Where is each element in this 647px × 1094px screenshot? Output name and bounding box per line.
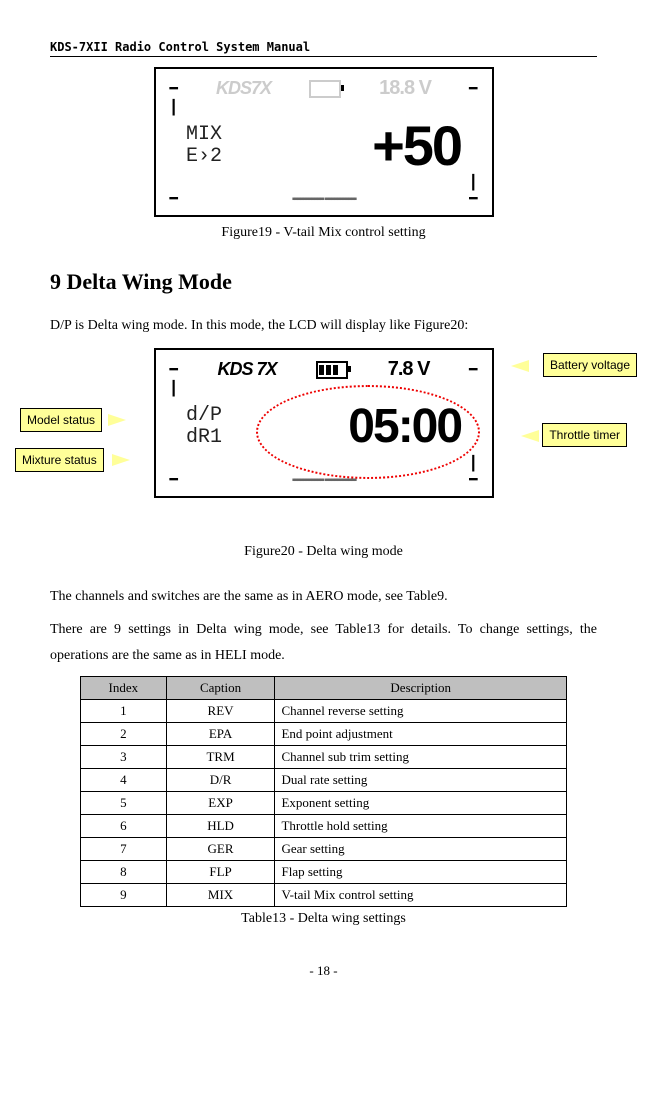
table-cell: Dual rate setting [275, 768, 567, 791]
table-row: 8FLPFlap setting [81, 860, 567, 883]
fig20-value: 05:00 [264, 403, 461, 451]
table-cell: REV [166, 699, 275, 722]
settings-paragraph: There are 9 settings in Delta wing mode,… [50, 617, 597, 667]
table-cell: TRM [166, 745, 275, 768]
table-row: 6HLDThrottle hold setting [81, 814, 567, 837]
fig19-line1: MIX [186, 124, 256, 146]
table-cell: Throttle hold setting [275, 814, 567, 837]
channels-paragraph: The channels and switches are the same a… [50, 584, 597, 609]
table-caption: Table13 - Delta wing settings [50, 911, 597, 927]
pointer-icon [511, 360, 529, 372]
table-header: Caption [166, 676, 275, 699]
callout-model-status: Model status [20, 408, 102, 432]
table-cell: Channel reverse setting [275, 699, 567, 722]
table-cell: 3 [81, 745, 167, 768]
table-cell: D/R [166, 768, 275, 791]
table-cell: Exponent setting [275, 791, 567, 814]
table-header: Index [81, 676, 167, 699]
callout-mixture-status: Mixture status [15, 448, 104, 472]
fig19-lcd: ━ KDS7X 18.8 V ━ ┃ MIX E›2 +50 ┃ ━ ▪▪▪▪▪… [154, 67, 494, 217]
table-row: 7GERGear setting [81, 837, 567, 860]
fig20-caption: Figure20 - Delta wing mode [50, 544, 597, 560]
table-cell: 7 [81, 837, 167, 860]
table-cell: 1 [81, 699, 167, 722]
table-cell: Gear setting [275, 837, 567, 860]
table-cell: FLP [166, 860, 275, 883]
table-cell: EXP [166, 791, 275, 814]
fig20-lcd: ━ KDS 7X 7.8 V ━ ┃ d/P dR1 05:00 ┃ ━ ▪▪▪… [154, 348, 494, 498]
fig20-brand: KDS 7X [218, 359, 277, 380]
pointer-icon [521, 430, 539, 442]
table-row: 3TRMChannel sub trim setting [81, 745, 567, 768]
table-row: 2EPAEnd point adjustment [81, 722, 567, 745]
fig19-line2: E›2 [186, 146, 256, 168]
table-row: 1REVChannel reverse setting [81, 699, 567, 722]
table-cell: Flap setting [275, 860, 567, 883]
table-cell: GER [166, 837, 275, 860]
table-cell: 5 [81, 791, 167, 814]
table-row: 5EXPExponent setting [81, 791, 567, 814]
table-cell: EPA [166, 722, 275, 745]
table-cell: 6 [81, 814, 167, 837]
fig19-caption: Figure19 - V-tail Mix control setting [50, 225, 597, 241]
table-row: 9MIXV-tail Mix control setting [81, 883, 567, 906]
table-cell: MIX [166, 883, 275, 906]
table-header: Description [275, 676, 567, 699]
fig20-line1: d/P [186, 405, 256, 427]
section-heading: 9 Delta Wing Mode [50, 269, 597, 295]
table-cell: 4 [81, 768, 167, 791]
page-number: - 18 - [50, 963, 597, 979]
table-row: 4D/RDual rate setting [81, 768, 567, 791]
table-cell: Channel sub trim setting [275, 745, 567, 768]
battery-icon [316, 361, 348, 379]
callout-throttle-timer: Throttle timer [542, 423, 627, 447]
pointer-icon [108, 414, 126, 426]
settings-table: IndexCaptionDescription 1REVChannel reve… [80, 676, 567, 907]
callout-battery-voltage: Battery voltage [543, 353, 637, 377]
fig20-line2: dR1 [186, 427, 256, 449]
table-cell: HLD [166, 814, 275, 837]
table-cell: End point adjustment [275, 722, 567, 745]
table-cell: V-tail Mix control setting [275, 883, 567, 906]
fig19-value: +50 [264, 118, 461, 174]
table-cell: 8 [81, 860, 167, 883]
table-cell: 9 [81, 883, 167, 906]
fig19-brand: KDS7X [216, 78, 271, 99]
intro-paragraph: D/P is Delta wing mode. In this mode, th… [50, 313, 597, 338]
fig20-battery-text: 7.8 V [388, 358, 430, 381]
fig19-battery-text: 18.8 V [379, 77, 431, 100]
page-header: KDS-7XII Radio Control System Manual [50, 40, 597, 57]
table-cell: 2 [81, 722, 167, 745]
pointer-icon [112, 454, 130, 466]
battery-icon [309, 80, 341, 98]
